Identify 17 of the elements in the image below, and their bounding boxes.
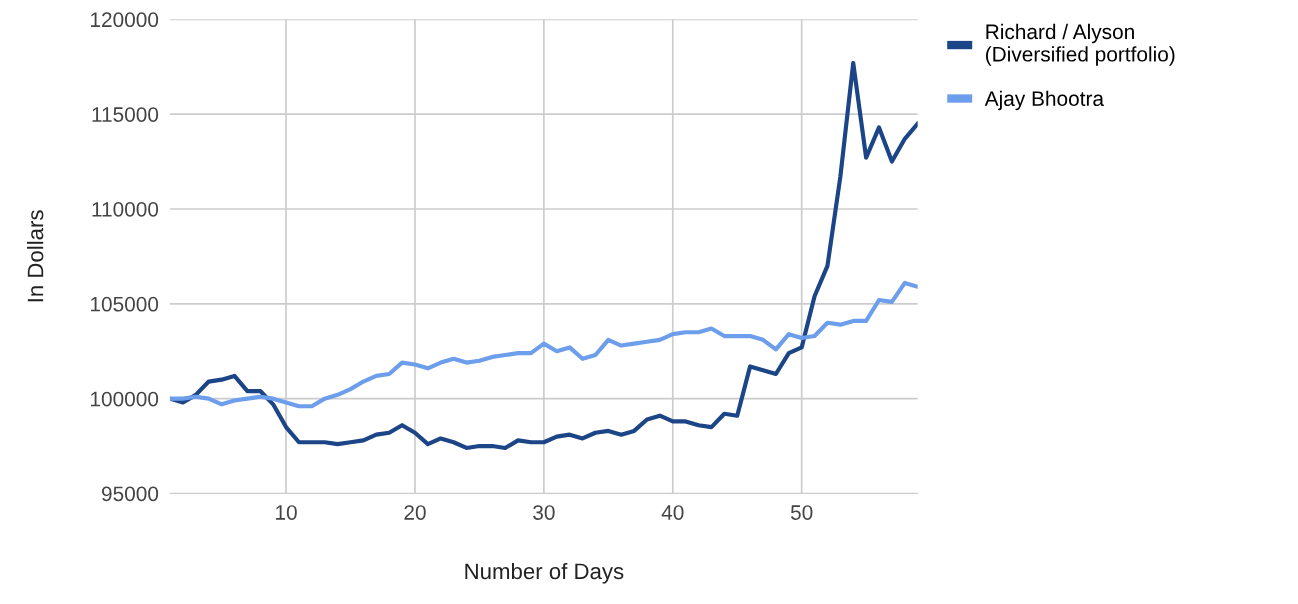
legend-label: Richard / Alyson (Diversified portfolio) — [986, 23, 1175, 66]
line-series — [170, 280, 918, 409]
y-tick-label: 120000 — [91, 12, 159, 28]
x-tick-label: 30 — [533, 505, 555, 520]
x-tick-label: 20 — [404, 505, 426, 520]
x-axis-title: Number of Days — [465, 562, 624, 584]
y-tick-label: 115000 — [92, 107, 159, 122]
y-tick-label: 105000 — [91, 296, 159, 312]
x-tick-label: 10 — [276, 505, 297, 520]
x-tick-label: 50 — [790, 505, 813, 520]
y-tick-label: 95000 — [101, 486, 159, 502]
y-tick-label: 100000 — [91, 391, 159, 407]
y-axis-title: In Dollars — [27, 210, 44, 302]
x-tick-label: 40 — [661, 505, 684, 520]
y-tick-label: 110000 — [92, 201, 159, 217]
legend-label: Ajay Bhootra — [984, 90, 1104, 111]
line-series — [170, 60, 918, 451]
